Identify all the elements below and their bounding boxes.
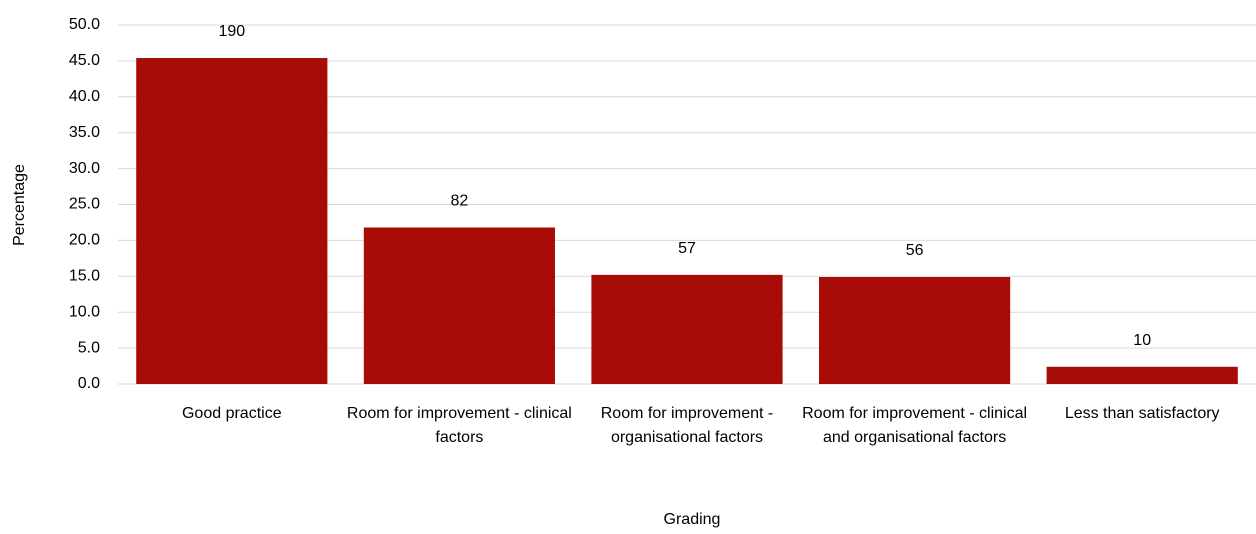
y-axis-label: Percentage xyxy=(11,164,28,246)
y-tick-label: 15.0 xyxy=(69,268,100,285)
data-label: 82 xyxy=(451,193,469,210)
y-tick-label: 0.0 xyxy=(78,375,100,392)
x-tick-label: Room for improvement - clinical factors xyxy=(346,405,572,446)
y-tick-label: 30.0 xyxy=(69,160,100,177)
x-tick-label: Less than satisfactory xyxy=(1064,405,1220,422)
data-label: 57 xyxy=(678,240,696,257)
x-axis-label: Grading xyxy=(664,511,721,528)
bar xyxy=(1046,366,1238,384)
data-label: 56 xyxy=(906,242,924,259)
x-tick-label: Room for improvement - organisational fa… xyxy=(600,405,774,446)
x-tick-label: Room for improvement - clinical and orga… xyxy=(802,405,1028,446)
y-tick-label: 20.0 xyxy=(69,232,100,249)
data-label: 10 xyxy=(1133,332,1151,349)
x-tick-label: Good practice xyxy=(181,405,282,422)
bar xyxy=(819,277,1011,384)
y-tick-label: 5.0 xyxy=(78,339,100,356)
y-tick-label: 25.0 xyxy=(69,196,100,213)
y-tick-label: 50.0 xyxy=(69,16,100,33)
bar xyxy=(136,58,328,384)
bar xyxy=(363,227,555,384)
y-tick-label: 45.0 xyxy=(69,52,100,69)
bar xyxy=(591,274,783,384)
y-tick-label: 10.0 xyxy=(69,303,100,320)
y-tick-label: 40.0 xyxy=(69,88,100,105)
data-label: 190 xyxy=(218,23,245,40)
y-tick-label: 35.0 xyxy=(69,124,100,141)
